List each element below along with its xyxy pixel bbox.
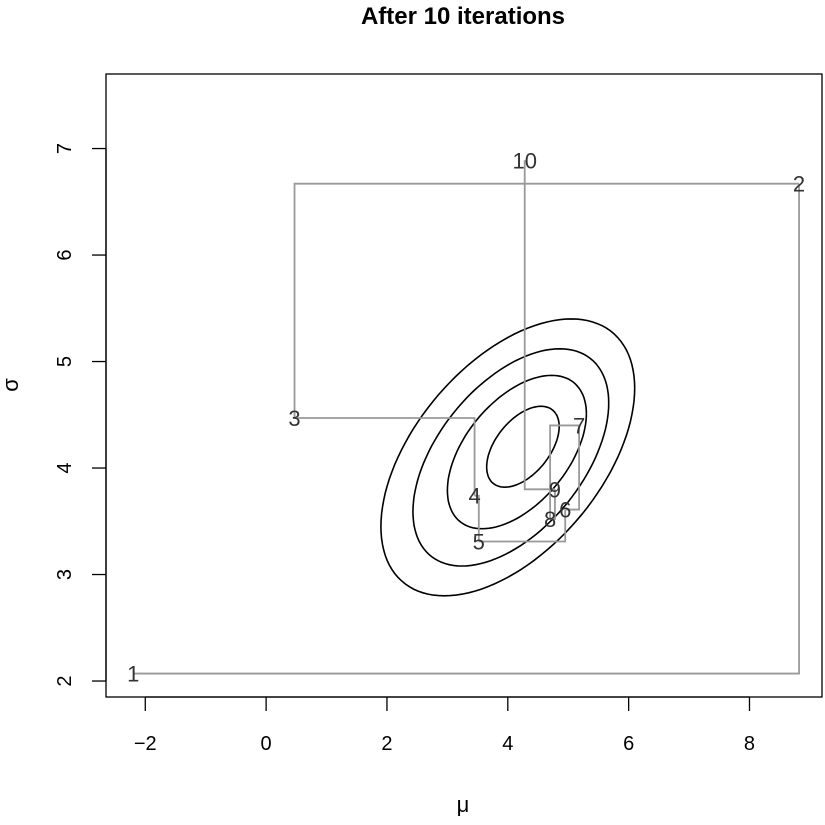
iteration-label-10: 10 [512, 148, 536, 173]
contour-1 [485, 405, 560, 489]
x-tick-label: 4 [502, 733, 513, 755]
x-tick-label: 8 [744, 733, 755, 755]
iteration-labels: 1 2 3 4 5 6 7 8 9 10 [127, 148, 805, 686]
y-axis: 2 3 4 5 6 7 [54, 143, 107, 687]
iteration-label-4: 4 [468, 484, 480, 509]
iteration-label-3: 3 [288, 406, 300, 431]
iteration-label-6: 6 [559, 498, 571, 523]
contours [380, 318, 636, 597]
path-step-3 [294, 417, 476, 496]
x-tick-label: −2 [134, 733, 157, 755]
y-tick-label: 6 [54, 249, 76, 260]
path-step-8 [550, 489, 556, 521]
path-step-1 [133, 183, 800, 675]
x-tick-label: 6 [623, 733, 634, 755]
path-step-5 [478, 509, 567, 543]
y-tick-label: 7 [54, 143, 76, 154]
y-axis-label: σ [0, 378, 23, 392]
plot-frame [105, 73, 823, 698]
chart-title: After 10 iterations [361, 3, 565, 30]
contour-3 [412, 347, 610, 567]
iteration-label-1: 1 [127, 662, 139, 687]
x-axis-label: μ [457, 792, 470, 817]
iteration-label-7: 7 [573, 413, 585, 438]
x-tick-label: 0 [261, 733, 272, 755]
path-step-7 [549, 424, 580, 520]
y-tick-label: 3 [54, 569, 76, 580]
iteration-label-9: 9 [549, 477, 561, 502]
path-step-4 [474, 494, 480, 542]
x-tick-label: 2 [381, 733, 392, 755]
path-step-2 [293, 182, 800, 418]
iteration-label-5: 5 [473, 530, 485, 555]
iteration-label-8: 8 [544, 507, 556, 532]
sampler-path [133, 160, 800, 675]
iteration-label-2: 2 [793, 172, 805, 197]
x-axis: −2 0 2 4 6 8 [134, 696, 755, 755]
path-step-9 [523, 160, 555, 491]
y-tick-label: 4 [54, 462, 76, 473]
contour-4 [380, 318, 636, 597]
y-tick-label: 2 [54, 675, 76, 686]
y-tick-label: 5 [54, 356, 76, 367]
contour-2 [446, 374, 588, 530]
path-step-6 [565, 425, 581, 511]
